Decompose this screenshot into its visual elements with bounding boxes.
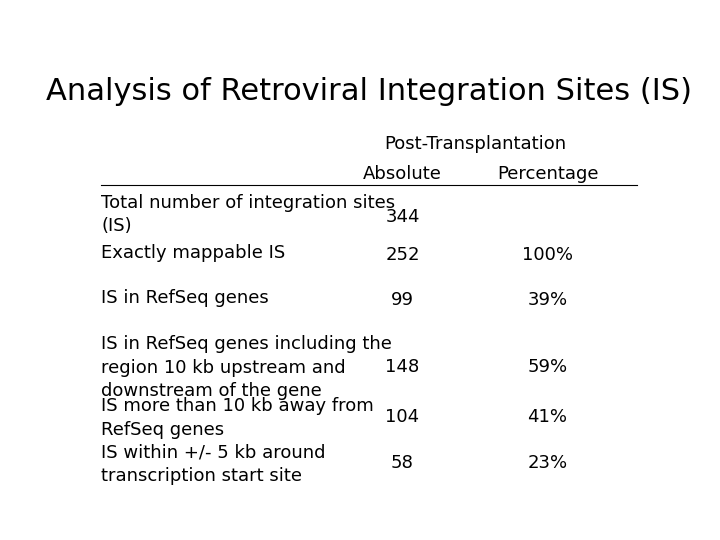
Text: IS in RefSeq genes including the
region 10 kb upstream and
downstream of the gen: IS in RefSeq genes including the region … <box>101 335 392 400</box>
Text: 104: 104 <box>385 408 420 426</box>
Text: 100%: 100% <box>522 246 573 264</box>
Text: Percentage: Percentage <box>497 165 598 183</box>
Text: 344: 344 <box>385 208 420 226</box>
Text: IS within +/- 5 kb around
transcription start site: IS within +/- 5 kb around transcription … <box>101 443 325 485</box>
Text: Analysis of Retroviral Integration Sites (IS): Analysis of Retroviral Integration Sites… <box>46 77 692 106</box>
Text: 41%: 41% <box>528 408 567 426</box>
Text: 148: 148 <box>385 358 420 376</box>
Text: 23%: 23% <box>528 454 567 471</box>
Text: 39%: 39% <box>528 292 567 309</box>
Text: Exactly mappable IS: Exactly mappable IS <box>101 244 285 261</box>
Text: Post-Transplantation: Post-Transplantation <box>384 136 566 153</box>
Text: IS more than 10 kb away from
RefSeq genes: IS more than 10 kb away from RefSeq gene… <box>101 397 374 439</box>
Text: Total number of integration sites
(IS): Total number of integration sites (IS) <box>101 194 395 235</box>
Text: 58: 58 <box>391 454 414 471</box>
Text: 59%: 59% <box>528 358 567 376</box>
Text: 99: 99 <box>391 292 414 309</box>
Text: IS in RefSeq genes: IS in RefSeq genes <box>101 289 269 307</box>
Text: 252: 252 <box>385 246 420 264</box>
Text: Absolute: Absolute <box>363 165 442 183</box>
